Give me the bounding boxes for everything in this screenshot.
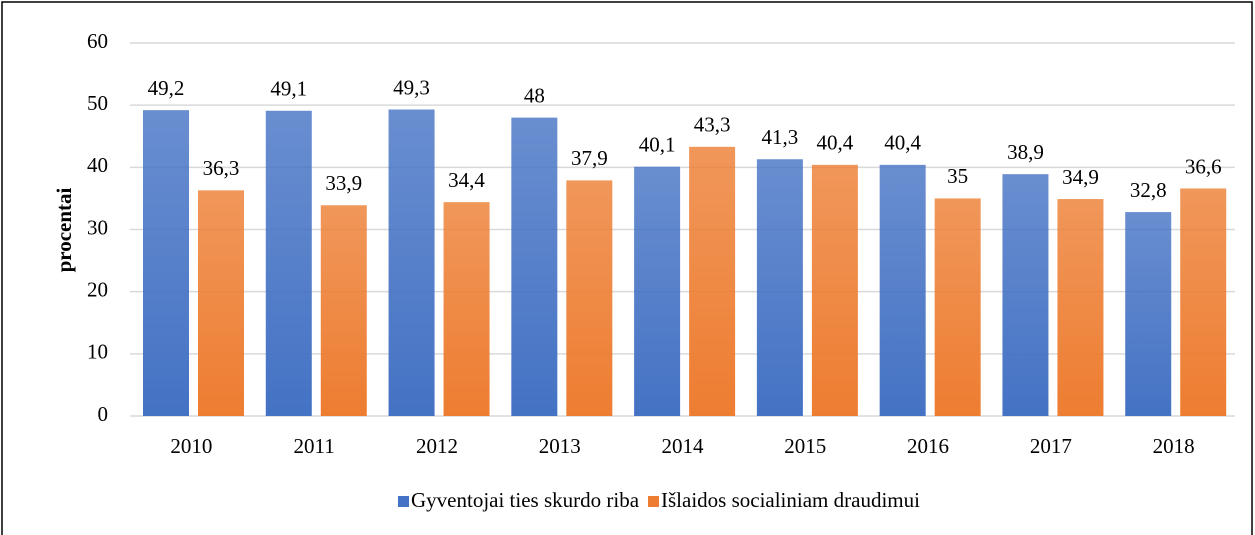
x-tick-label: 2010	[170, 434, 212, 458]
x-tick-label: 2016	[907, 434, 949, 458]
y-tick-label: 40	[87, 153, 108, 177]
bar	[1125, 212, 1172, 416]
data-label: 43,3	[694, 113, 731, 137]
bar	[1002, 174, 1049, 416]
bar	[811, 164, 858, 416]
data-label: 35	[947, 164, 968, 188]
data-label: 49,2	[148, 76, 185, 100]
y-tick-label: 60	[87, 29, 108, 53]
bar	[388, 109, 435, 416]
x-tick-label: 2018	[1153, 434, 1195, 458]
bar	[143, 110, 189, 416]
bar	[634, 166, 681, 416]
y-axis-title: procentai	[52, 187, 76, 272]
bar	[320, 205, 367, 416]
x-tick-label: 2014	[662, 434, 705, 458]
bar	[934, 198, 981, 416]
x-tick-label: 2015	[784, 434, 826, 458]
data-label: 48	[524, 83, 545, 107]
legend-swatch	[648, 496, 659, 507]
y-tick-label: 20	[87, 277, 108, 301]
data-label: 49,1	[270, 77, 307, 101]
y-tick-label: 50	[87, 91, 108, 115]
legend-label: Gyventojai ties skurdo riba	[411, 488, 640, 512]
bar	[265, 110, 312, 417]
legend-swatch	[398, 496, 409, 507]
bar	[1180, 188, 1227, 416]
x-tick-label: 2011	[294, 434, 335, 458]
bar	[198, 190, 244, 416]
x-tick-label: 2012	[416, 434, 458, 458]
data-label: 34,4	[448, 168, 485, 192]
y-tick-label: 10	[87, 340, 108, 364]
x-tick-label: 2017	[1030, 434, 1072, 458]
data-label: 40,1	[639, 133, 676, 157]
legend-label: Išlaidos socialiniam draudimui	[661, 488, 920, 512]
data-label: 41,3	[762, 125, 799, 149]
data-label: 38,9	[1007, 140, 1044, 164]
data-label: 40,4	[817, 131, 854, 155]
bar	[879, 164, 926, 416]
bar	[443, 202, 490, 416]
bar	[511, 117, 558, 416]
data-label: 32,8	[1130, 178, 1167, 202]
y-tick-label: 0	[98, 402, 109, 426]
data-label: 37,9	[571, 146, 608, 170]
data-label: 36,6	[1185, 154, 1222, 178]
data-label: 40,4	[884, 131, 921, 155]
y-tick-label: 30	[87, 215, 108, 239]
bar	[756, 159, 803, 417]
data-label: 36,3	[203, 156, 240, 180]
bar	[689, 146, 736, 416]
data-label: 33,9	[325, 171, 362, 195]
bar	[1057, 199, 1104, 416]
x-tick-label: 2013	[539, 434, 581, 458]
data-label: 49,3	[393, 75, 430, 99]
bar	[566, 180, 613, 416]
data-label: 34,9	[1062, 165, 1099, 189]
